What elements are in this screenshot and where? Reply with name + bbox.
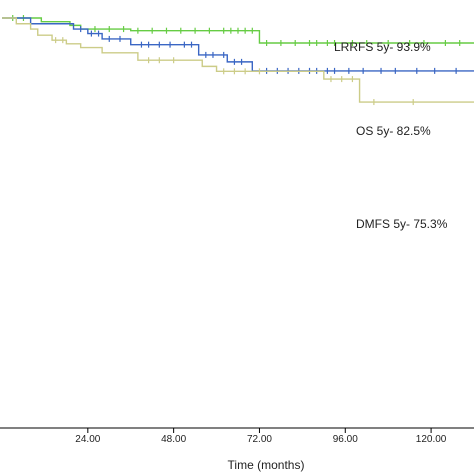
- x-ticks: 24.00 48.00 72.00 96.00 120.00: [75, 428, 447, 445]
- km-curve: [2, 17, 474, 103]
- series-label: LRRFS 5y- 93.9%: [334, 40, 431, 54]
- x-tick-label: 48.00: [161, 434, 186, 445]
- series-label: OS 5y- 82.5%: [356, 124, 431, 138]
- series-2: [2, 17, 474, 74]
- km-curve: [2, 17, 474, 72]
- series-layer: [2, 15, 474, 106]
- series-labels: LRRFS 5y- 93.9% OS 5y- 82.5% DMFS 5y- 75.3…: [334, 40, 448, 231]
- x-axis-title: Time (months): [228, 458, 305, 472]
- x-tick-label: 24.00: [75, 434, 100, 445]
- x-tick-label: 72.00: [247, 434, 272, 445]
- x-tick-label: 96.00: [333, 434, 358, 445]
- series-label: DMFS 5y- 75.3%: [356, 217, 448, 231]
- x-tick-label: 120.00: [416, 434, 447, 445]
- series-3: [2, 17, 474, 106]
